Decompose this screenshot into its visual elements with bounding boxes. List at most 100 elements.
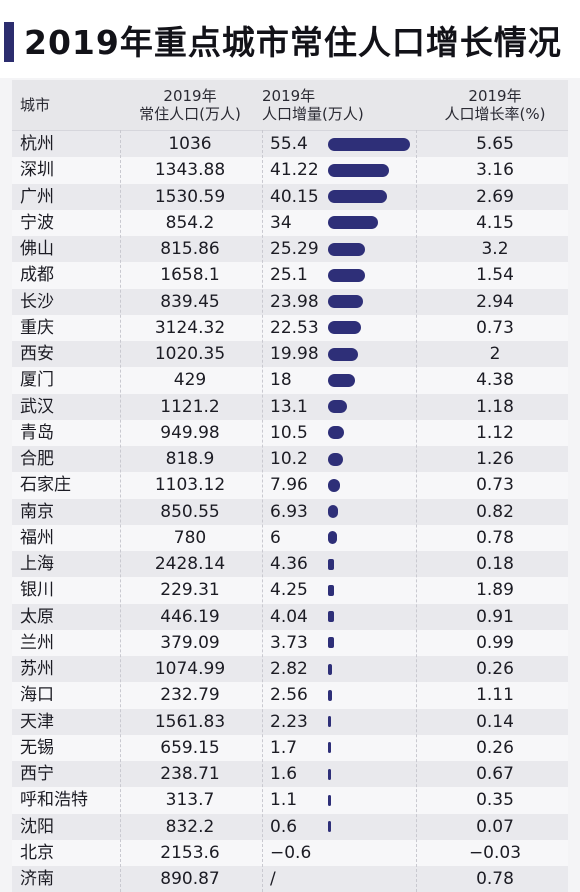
cell-rate: 5.65 (476, 134, 514, 154)
header-increase-year: 2019年 (262, 87, 316, 105)
cell-rate: 1.54 (476, 265, 514, 286)
increase-bar (328, 400, 348, 413)
table-row: 宁波 854.2 34 4.15 (12, 209, 568, 236)
cell-rate: 2.94 (476, 291, 514, 312)
table-row: 天津 1561.83 2.23 0.14 (12, 708, 568, 735)
cell-population: 2428.14 (154, 554, 226, 574)
table-row: 成都 1658.1 25.1 1.54 (12, 262, 568, 289)
cell-increase: 34 (270, 212, 292, 233)
cell-increase: 13.1 (270, 396, 308, 417)
header-population-label: 常住人口(万人) (139, 105, 241, 123)
cell-rate: 1.26 (476, 449, 514, 469)
table-row: 杭州 1036 55.4 5.65 (12, 131, 568, 158)
cell-population: 1036 (168, 134, 212, 154)
cell-increase: 19.98 (270, 344, 319, 364)
cell-city: 沈阳 (20, 816, 54, 837)
cell-city: 长沙 (20, 291, 54, 312)
column-divider (416, 130, 417, 892)
cell-population: 1020.35 (154, 344, 226, 364)
cell-rate: 0.73 (476, 317, 514, 338)
cell-increase: 25.29 (270, 239, 319, 259)
cell-rate: 0.18 (476, 554, 514, 574)
cell-increase: 55.4 (270, 134, 308, 154)
increase-bar (328, 505, 339, 518)
cell-city: 合肥 (20, 449, 54, 469)
header-increase-label: 人口增量(万人) (262, 105, 364, 123)
cell-population: 2153.6 (160, 842, 220, 863)
cell-population: 949.98 (160, 422, 220, 443)
cell-increase: 4.25 (270, 580, 308, 601)
increase-bar (328, 558, 335, 570)
table-row: 武汉 1121.2 13.1 1.18 (12, 393, 568, 420)
cell-population: 1530.59 (154, 186, 226, 207)
cell-increase: 10.5 (270, 422, 308, 443)
cell-rate: 0.67 (476, 764, 514, 784)
cell-increase: 1.7 (270, 737, 298, 758)
cell-population: 839.45 (160, 291, 220, 312)
cell-rate: −0.03 (468, 842, 522, 863)
cell-city: 厦门 (20, 370, 54, 391)
table-row: 无锡 659.15 1.7 0.26 (12, 734, 568, 761)
cell-rate: 0.78 (476, 869, 514, 889)
cell-rate: 3.2 (481, 239, 509, 259)
column-divider (120, 130, 121, 892)
table-row: 济南 890.87 / 0.78 (12, 866, 568, 892)
cell-increase: 1.1 (270, 790, 298, 811)
header-population-year: 2019年 (163, 87, 217, 105)
increase-bar (328, 190, 388, 203)
cell-rate: 2.69 (476, 186, 514, 207)
cell-rate: 4.38 (476, 370, 514, 391)
cell-population: 1074.99 (154, 659, 226, 679)
cell-rate: 2 (489, 344, 501, 364)
cell-increase: 6.93 (270, 501, 308, 522)
cell-increase: −0.6 (270, 842, 312, 863)
table-row: 深圳 1343.88 41.22 3.16 (12, 157, 568, 184)
cell-increase: 41.22 (270, 160, 319, 181)
increase-bar (328, 531, 337, 545)
cell-rate: 0.35 (476, 790, 514, 811)
cell-population: 815.86 (160, 239, 220, 259)
cell-population: 832.2 (165, 816, 215, 837)
cell-increase: / (270, 869, 276, 889)
table-row: 沈阳 832.2 0.6 0.07 (12, 813, 568, 840)
cell-city: 广州 (20, 186, 54, 207)
table-row: 北京 2153.6 −0.6 −0.03 (12, 839, 568, 866)
table-row: 海口 232.79 2.56 1.11 (12, 682, 568, 709)
page-title: 2019年重点城市常住人口增长情况 (24, 23, 562, 62)
cell-population: 232.79 (160, 685, 220, 706)
cell-rate: 0.26 (476, 737, 514, 758)
increase-bar (328, 216, 379, 230)
cell-population: 1103.12 (154, 475, 226, 496)
table-body: 杭州 1036 55.4 5.65 深圳 1343.88 41.22 3.16 广州 1530.5… (12, 131, 568, 892)
cell-increase: 4.04 (270, 606, 308, 627)
cell-rate: 0.78 (476, 527, 514, 548)
cell-city: 苏州 (20, 659, 54, 679)
cell-city: 成都 (20, 265, 54, 286)
table-row: 上海 2428.14 4.36 0.18 (12, 551, 568, 578)
header-city: 城市 (20, 80, 120, 130)
header-increase: 2019年 人口增量(万人) (262, 80, 412, 130)
cell-increase: 18 (270, 370, 292, 391)
increase-bar (328, 242, 366, 256)
header-rate: 2019年 人口增长率(%) (422, 80, 568, 130)
cell-city: 宁波 (20, 212, 54, 233)
cell-population: 890.87 (160, 869, 220, 889)
cell-city: 呼和浩特 (20, 790, 88, 811)
increase-bar (328, 295, 364, 308)
table-row: 合肥 818.9 10.2 1.26 (12, 446, 568, 473)
title-bar: 2019年重点城市常住人口增长情况 (0, 0, 580, 78)
cell-increase: 10.2 (270, 449, 308, 469)
table-row: 石家庄 1103.12 7.96 0.73 (12, 472, 568, 499)
cell-city: 西宁 (20, 764, 54, 784)
cell-increase: 2.82 (270, 659, 308, 679)
increase-bar (328, 321, 362, 335)
increase-bar (328, 373, 355, 387)
column-divider (262, 130, 263, 892)
table-row: 苏州 1074.99 2.82 0.26 (12, 656, 568, 683)
cell-rate: 0.99 (476, 632, 514, 653)
cell-city: 济南 (20, 869, 54, 889)
cell-rate: 4.15 (476, 212, 514, 233)
cell-city: 北京 (20, 842, 54, 863)
table-row: 广州 1530.59 40.15 2.69 (12, 183, 568, 210)
cell-rate: 0.91 (476, 606, 514, 627)
